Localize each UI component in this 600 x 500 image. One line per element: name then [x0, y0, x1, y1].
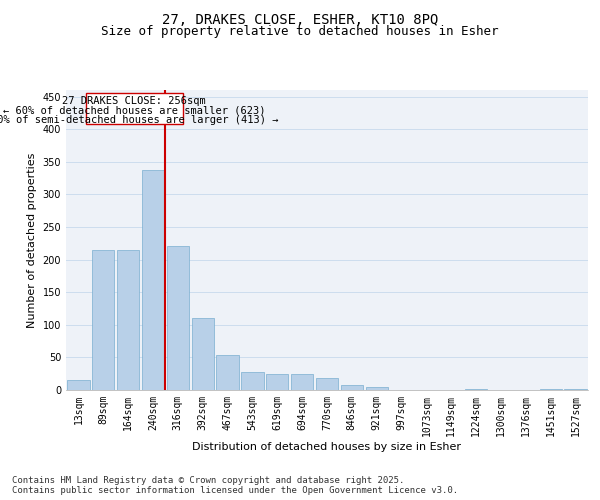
Text: 40% of semi-detached houses are larger (413) →: 40% of semi-detached houses are larger (… [0, 114, 278, 124]
Bar [539, 388, 562, 390]
Bar [341, 385, 363, 390]
Bar [241, 372, 263, 390]
Bar [291, 374, 313, 390]
Bar [191, 318, 214, 390]
Bar [316, 378, 338, 390]
Bar [167, 246, 189, 390]
Bar [142, 170, 164, 390]
Bar [266, 374, 289, 390]
Bar [117, 250, 139, 390]
X-axis label: Distribution of detached houses by size in Esher: Distribution of detached houses by size … [193, 442, 461, 452]
Text: ← 60% of detached houses are smaller (623): ← 60% of detached houses are smaller (62… [3, 106, 266, 116]
Bar [365, 386, 388, 390]
Text: Size of property relative to detached houses in Esher: Size of property relative to detached ho… [101, 25, 499, 38]
FancyBboxPatch shape [86, 92, 183, 124]
Bar [217, 355, 239, 390]
Text: 27, DRAKES CLOSE, ESHER, KT10 8PQ: 27, DRAKES CLOSE, ESHER, KT10 8PQ [162, 12, 438, 26]
Bar [565, 388, 587, 390]
Y-axis label: Number of detached properties: Number of detached properties [27, 152, 37, 328]
Bar [67, 380, 89, 390]
Bar [92, 250, 115, 390]
Bar [465, 388, 487, 390]
Text: 27 DRAKES CLOSE: 256sqm: 27 DRAKES CLOSE: 256sqm [62, 96, 206, 106]
Text: Contains HM Land Registry data © Crown copyright and database right 2025.
Contai: Contains HM Land Registry data © Crown c… [12, 476, 458, 495]
